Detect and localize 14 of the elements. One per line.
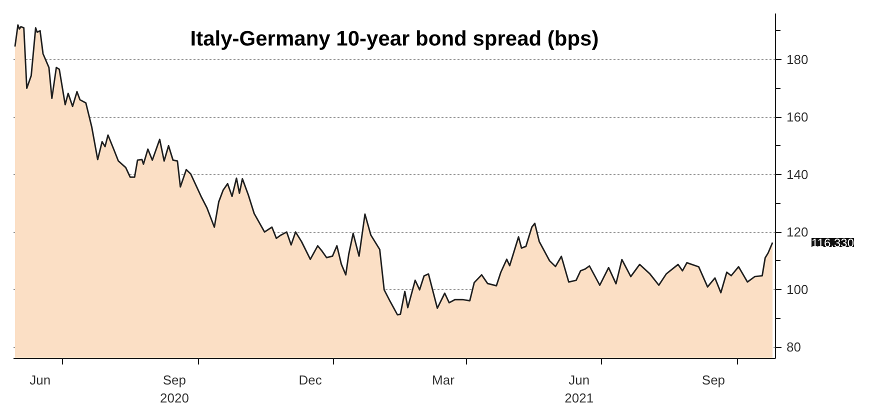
x-tick-label: Jun	[30, 372, 51, 388]
y-tick-label: 160	[786, 110, 808, 124]
y-tick-label: 140	[786, 167, 808, 182]
x-tick-label: Jun 2021	[564, 372, 594, 406]
x-tick-label: Sep 2020	[160, 372, 189, 406]
y-tick-label: 80	[786, 340, 801, 354]
y-tick-label: 180	[786, 52, 808, 67]
x-tick-label: Dec	[298, 372, 322, 388]
text: Italy-Germany 10-year bond spread (bps)	[190, 28, 599, 50]
x-tick-label: Mar	[432, 372, 456, 388]
y-tick-label: 100	[786, 282, 808, 297]
text: 116.330	[812, 236, 854, 250]
y-tick-label: 120	[786, 224, 808, 240]
x-tick-label: Sep	[702, 372, 726, 388]
